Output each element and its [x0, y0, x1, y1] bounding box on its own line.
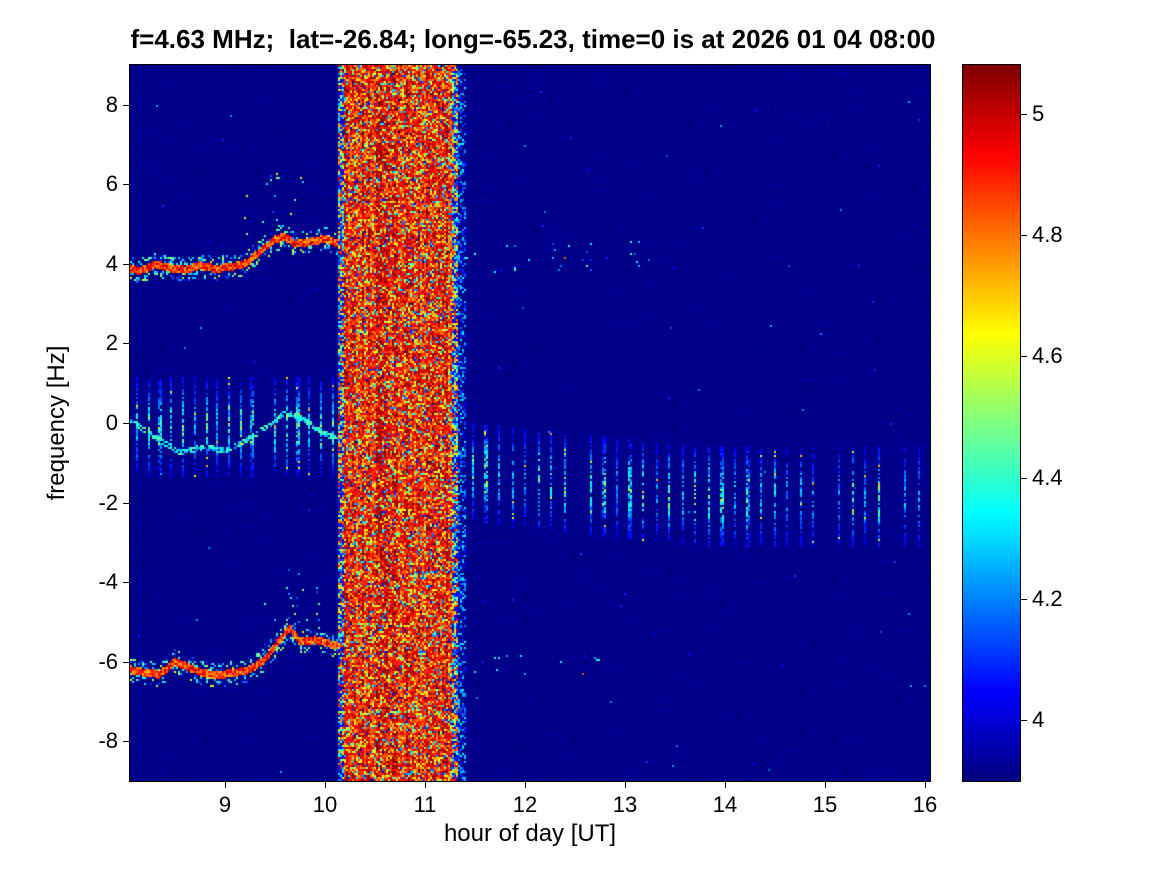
y-tick-label: 8 [105, 91, 118, 117]
y-tick-label: -6 [98, 648, 118, 674]
colorbar-tick-label: 4.2 [1032, 585, 1063, 611]
colorbar-tick-label: 4.8 [1032, 221, 1063, 247]
spectrogram-canvas [130, 65, 930, 781]
colorbar-tick-label: 4 [1032, 707, 1045, 733]
x-tick-label: 15 [812, 792, 838, 817]
y-tick-mark [123, 661, 129, 663]
x-tick-label: 16 [912, 792, 938, 817]
y-tick-label: 6 [105, 171, 118, 197]
colorbar-tick-label: 4.6 [1032, 343, 1063, 369]
colorbar-tick-label: 4.4 [1032, 464, 1063, 490]
colorbar-tick-mark [1021, 598, 1027, 600]
colorbar-canvas [963, 65, 1020, 781]
x-tick-label: 10 [312, 792, 338, 817]
colorbar-tick-mark [1021, 477, 1027, 479]
x-tick-label: 12 [512, 792, 538, 817]
x-tick-label: 14 [712, 792, 738, 817]
chart-title: f=4.63 MHz; lat=-26.84; long=-65.23, tim… [130, 24, 936, 54]
y-tick-label: -8 [98, 728, 118, 754]
y-tick-mark [123, 104, 129, 106]
x-axis-label: hour of day [UT] [443, 820, 617, 847]
y-tick-mark [123, 582, 129, 584]
x-tick-label: 9 [218, 792, 232, 817]
x-tick-mark [925, 782, 926, 788]
x-tick-mark [725, 782, 726, 788]
y-tick-mark [123, 423, 129, 424]
y-tick-label: 0 [105, 410, 118, 435]
colorbar-tick-mark [1021, 720, 1027, 722]
y-tick-mark [123, 343, 129, 345]
x-tick-label: 11 [413, 792, 437, 817]
colorbar-tick-mark [1021, 234, 1027, 236]
y-tick-label: -4 [98, 569, 118, 595]
x-tick-mark [225, 782, 226, 788]
colorbar-tick-mark [1021, 113, 1027, 115]
y-tick-mark [123, 502, 129, 504]
y-tick-label: 4 [105, 250, 118, 276]
y-tick-mark [123, 741, 129, 743]
y-tick-label: -2 [98, 489, 118, 515]
plot-area [129, 64, 931, 782]
x-tick-mark [625, 782, 626, 788]
x-tick-mark [325, 782, 326, 788]
colorbar-tick-mark [1021, 356, 1027, 358]
x-tick-mark [525, 782, 526, 788]
colorbar [962, 64, 1021, 782]
y-tick-mark [123, 184, 129, 186]
y-tick-mark [123, 263, 129, 265]
colorbar-tick-label: 5 [1032, 100, 1045, 126]
x-tick-mark [825, 782, 826, 788]
x-tick-mark [425, 782, 426, 788]
x-tick-label: 13 [612, 792, 638, 817]
y-tick-label: 2 [105, 330, 118, 356]
